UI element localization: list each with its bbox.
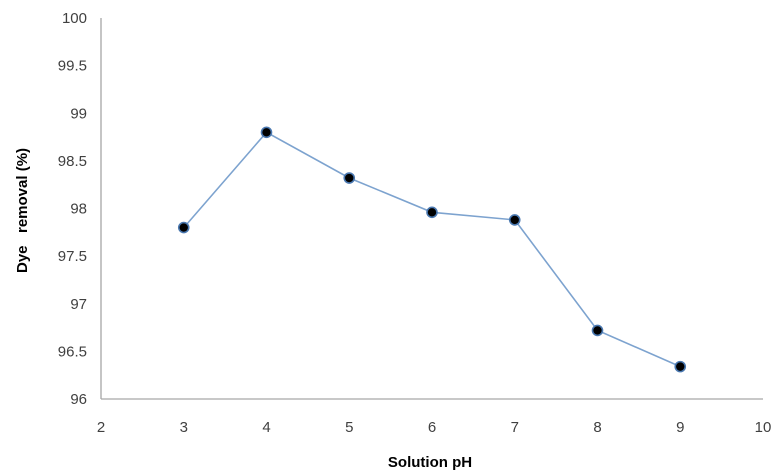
x-tick-labels: 2 3 4 5 6 7 8 9 10 xyxy=(97,419,772,436)
y-tick-label: 98.5 xyxy=(58,153,87,170)
data-point xyxy=(508,214,521,226)
y-tick-label: 97.5 xyxy=(58,248,87,265)
x-tick-label: 3 xyxy=(180,419,188,436)
series-points xyxy=(177,126,687,373)
series-lines xyxy=(183,131,681,368)
x-tick-label: 4 xyxy=(262,419,270,436)
data-point xyxy=(674,360,687,373)
x-tick-label: 8 xyxy=(593,419,601,436)
y-tick-label: 99 xyxy=(70,105,87,122)
data-point xyxy=(260,126,273,139)
chart-axes xyxy=(100,18,763,400)
y-tick-label: 97 xyxy=(70,296,87,313)
y-tick-label: 98 xyxy=(70,201,87,218)
y-tick-label: 99.5 xyxy=(58,58,87,75)
y-axis-title: Dye removal (%) xyxy=(14,148,31,273)
data-point xyxy=(591,324,604,337)
data-point xyxy=(426,206,438,219)
series-line xyxy=(183,131,681,368)
data-point xyxy=(177,221,190,234)
y-tick-label: 100 xyxy=(62,10,87,27)
x-tick-label: 6 xyxy=(428,419,436,436)
x-tick-label: 7 xyxy=(511,419,519,436)
data-point xyxy=(343,172,356,184)
y-tick-labels: 96 96.5 97 97.5 98 98.5 99 99.5 100 xyxy=(58,10,87,408)
y-tick-label: 96.5 xyxy=(58,343,87,360)
x-tick-label: 10 xyxy=(755,419,772,436)
x-tick-label: 9 xyxy=(676,419,684,436)
x-tick-label: 5 xyxy=(345,419,353,436)
y-tick-label: 96 xyxy=(70,391,87,408)
x-tick-label: 2 xyxy=(97,419,105,436)
x-axis-title: Solution pH xyxy=(388,454,472,471)
